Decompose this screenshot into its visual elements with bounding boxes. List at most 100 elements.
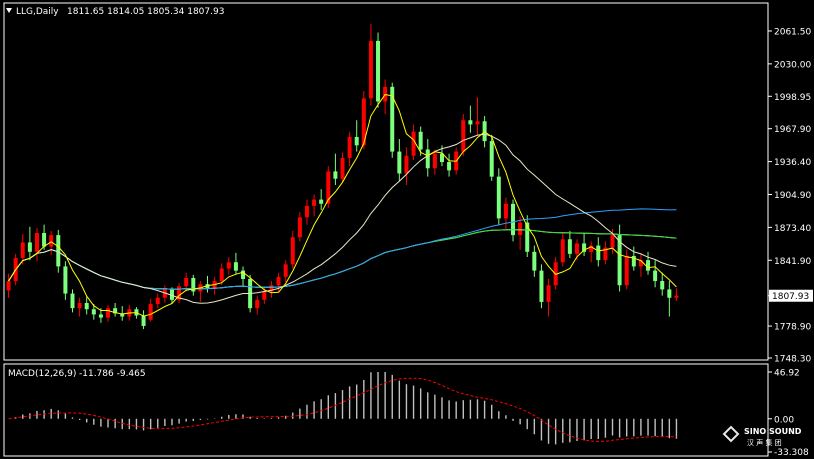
candle-body (596, 245, 601, 261)
candle-body (226, 262, 231, 269)
price-panel-border (3, 2, 769, 361)
last-price-marker (769, 289, 813, 302)
macd-axis: 46.92 0.00 -33.308 (768, 369, 809, 458)
price-tick-label: 1936.40 (774, 158, 811, 168)
candle-body (191, 277, 196, 292)
candle-body (574, 243, 579, 254)
candle-body (148, 304, 153, 320)
candle-body (42, 233, 47, 247)
price-tick-label: 1873.40 (774, 224, 811, 234)
candle-body (20, 242, 25, 259)
candle-body (368, 40, 373, 99)
logo-text-en: SINO SOUND (744, 427, 802, 436)
candle-body (532, 251, 537, 271)
candle-body (660, 281, 665, 290)
candle-body (589, 245, 594, 252)
candle-body (297, 217, 302, 238)
candle-body (447, 162, 452, 171)
macd-signal-line (8, 377, 677, 443)
candle-body (56, 235, 61, 267)
candle-body (624, 255, 629, 286)
candle-body (98, 314, 103, 318)
logo-diamond-icon (722, 425, 740, 443)
macd-label: MACD(12,26,9) (8, 369, 76, 379)
candle-body (304, 205, 309, 218)
price-tick-label: 1967.90 (774, 125, 811, 135)
candle-body (404, 155, 409, 174)
candle-body (326, 171, 331, 204)
candle-body (269, 285, 274, 292)
candle-body (84, 302, 89, 310)
ma20-line (8, 133, 677, 304)
candle-body (461, 120, 466, 152)
last-price-label: 1807.93 (772, 292, 809, 302)
candle-body (283, 264, 288, 277)
price-tick-label: 1904.90 (774, 191, 811, 201)
candle-body (582, 243, 587, 252)
macd-indicator (8, 372, 678, 445)
price-tick-label: 2030.00 (774, 60, 811, 70)
candle-body (106, 308, 111, 318)
candle-body (638, 260, 643, 267)
candle-body (475, 121, 480, 125)
candle-body (511, 203, 516, 236)
candle-body (333, 171, 338, 179)
candle-body (155, 297, 160, 305)
candle-body (631, 255, 636, 267)
candle-body (560, 239, 565, 263)
macd-tick-label: 46.92 (774, 369, 800, 379)
symbol-dropdown-icon[interactable] (6, 8, 12, 13)
candle-body (290, 237, 295, 265)
candle-body (177, 286, 182, 300)
candle-body (354, 136, 359, 146)
price-tick-label: 1778.90 (774, 323, 811, 333)
candle-body (503, 203, 508, 219)
candle-body (34, 233, 39, 252)
candle-body (418, 131, 423, 150)
candle-body (262, 291, 267, 300)
candle-body (49, 235, 54, 247)
candle-body (70, 293, 75, 309)
candle-body (489, 141, 494, 177)
candle-body (255, 299, 260, 309)
candle-body (77, 302, 82, 309)
candle-body (91, 309, 96, 315)
symbol-label: LLG,Daily (16, 7, 59, 17)
logo-text-cn: 汉 声 集 团 (747, 438, 782, 447)
candle-body (411, 131, 416, 156)
candle-body (567, 239, 572, 254)
ma5-line (8, 94, 677, 317)
candle-body (113, 308, 118, 314)
macd-panel-border (3, 363, 769, 457)
candle-body (361, 98, 366, 146)
candle-body (347, 136, 352, 158)
candle-body (312, 199, 317, 206)
price-tick-label: 2061.50 (774, 27, 811, 37)
ohlc-readout: 1811.65 1814.05 1805.34 1807.93 (67, 7, 224, 17)
candle-body (276, 276, 281, 286)
price-tick-label: 1998.95 (774, 93, 811, 103)
candle-body (219, 268, 224, 282)
candle-body (496, 176, 501, 219)
candle-body (319, 199, 324, 204)
price-axis: 2061.50 2030.00 1998.95 1967.90 1936.40 1904.… (768, 27, 813, 365)
price-tick-label: 1841.90 (774, 257, 811, 267)
candle-body (162, 289, 167, 298)
candle-body (241, 270, 246, 279)
candle-body (340, 157, 345, 179)
price-tick-label: 1748.30 (774, 355, 811, 365)
candle-body (425, 149, 430, 169)
candle-body (169, 289, 174, 300)
candle-body (376, 40, 381, 102)
candle-body (141, 315, 146, 326)
macd-values: -11.786 -9.465 (79, 369, 146, 379)
candle-body (539, 270, 544, 302)
macd-tick-label: -33.308 (774, 448, 809, 458)
macd-tick-label: 0.00 (774, 415, 794, 425)
candle-body (390, 86, 395, 152)
moving-average-lines (8, 94, 677, 317)
candle-body (468, 120, 473, 125)
candle-body (603, 247, 608, 261)
